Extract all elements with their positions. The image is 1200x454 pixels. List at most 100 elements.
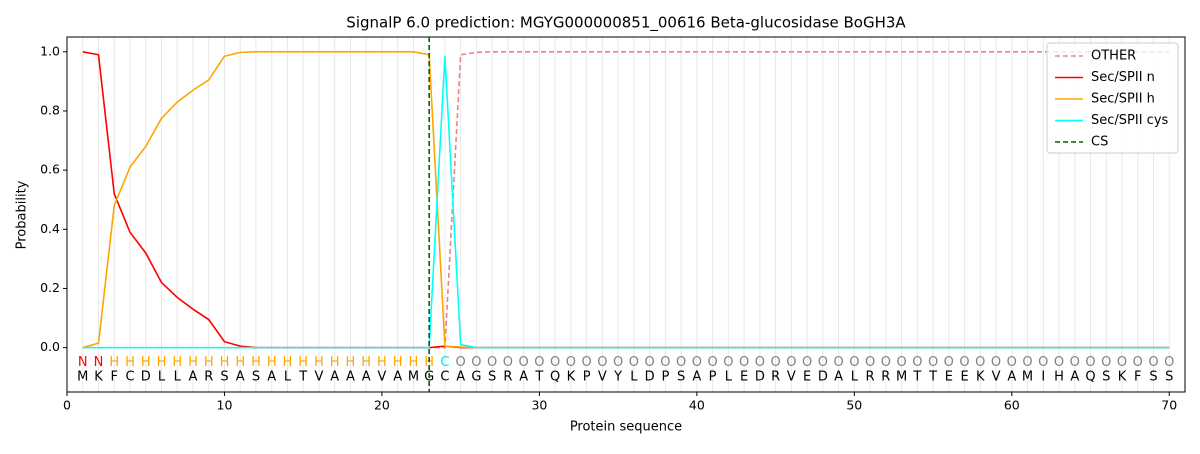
residue: V — [598, 370, 607, 385]
region-label: O — [471, 355, 481, 370]
region-label: O — [944, 355, 954, 370]
residue: S — [1165, 370, 1173, 385]
residue: S — [220, 370, 228, 385]
region-label: O — [629, 355, 639, 370]
region-label: O — [692, 355, 702, 370]
region-label: O — [660, 355, 670, 370]
region-label: H — [141, 355, 151, 370]
region-label: O — [1117, 355, 1127, 370]
legend-label: Sec/SPII n — [1091, 70, 1155, 85]
residue: A — [189, 370, 198, 385]
region-label: O — [1085, 355, 1095, 370]
residue: A — [346, 370, 355, 385]
region-label: H — [125, 355, 135, 370]
residue: L — [851, 370, 859, 385]
residue: E — [803, 370, 811, 385]
region-label: O — [991, 355, 1001, 370]
residue: M — [408, 370, 419, 385]
residue: E — [960, 370, 968, 385]
residue: R — [881, 370, 890, 385]
region-label: H — [157, 355, 167, 370]
region-label: O — [1070, 355, 1080, 370]
residue: L — [725, 370, 733, 385]
residue: V — [377, 370, 386, 385]
region-label: O — [959, 355, 969, 370]
region-label: O — [739, 355, 749, 370]
region-label: O — [1022, 355, 1032, 370]
y-tick-label: 0.2 — [40, 280, 60, 295]
region-label: O — [1101, 355, 1111, 370]
residue: L — [630, 370, 638, 385]
residue: A — [519, 370, 528, 385]
plot-frame — [66, 36, 1186, 393]
residue: K — [1118, 370, 1127, 385]
region-label: H — [251, 355, 261, 370]
region-label: H — [172, 355, 182, 370]
region-label: N — [78, 355, 88, 370]
residue: A — [393, 370, 402, 385]
region-label: O — [1148, 355, 1158, 370]
x-tick-label: 20 — [374, 398, 390, 413]
region-label: O — [912, 355, 922, 370]
residue: R — [204, 370, 213, 385]
region-label: O — [802, 355, 812, 370]
region-label: H — [361, 355, 371, 370]
series-line — [82, 51, 1170, 349]
y-tick-label: 0.8 — [40, 102, 60, 117]
region-label: O — [1164, 355, 1174, 370]
residue: P — [583, 370, 591, 385]
residue: T — [928, 370, 937, 385]
residue: A — [834, 370, 843, 385]
residue: M — [896, 370, 907, 385]
y-axis-label: Probability — [15, 180, 30, 249]
region-label: O — [645, 355, 655, 370]
region-label: O — [676, 355, 686, 370]
residue: A — [1007, 370, 1016, 385]
legend-label: CS — [1091, 135, 1108, 150]
region-label: O — [519, 355, 529, 370]
residue: Q — [550, 370, 560, 385]
region-label: O — [755, 355, 765, 370]
residue: P — [661, 370, 669, 385]
region-label: H — [330, 355, 340, 370]
region-label: H — [235, 355, 245, 370]
region-label: H — [298, 355, 308, 370]
residue: A — [362, 370, 371, 385]
residue: G — [471, 370, 481, 385]
residue: T — [534, 370, 543, 385]
region-label: H — [109, 355, 119, 370]
residue: I — [1041, 370, 1045, 385]
x-tick-label: 30 — [531, 398, 547, 413]
residue: C — [440, 370, 449, 385]
region-label: O — [456, 355, 466, 370]
residue: S — [488, 370, 496, 385]
residue: S — [252, 370, 260, 385]
residue: A — [456, 370, 465, 385]
residue: C — [125, 370, 134, 385]
region-label: O — [566, 355, 576, 370]
y-tick-label: 0.0 — [40, 339, 60, 354]
residue: L — [174, 370, 182, 385]
residue: P — [709, 370, 717, 385]
region-label: H — [393, 355, 403, 370]
x-tick-label: 0 — [63, 398, 71, 413]
residue: A — [330, 370, 339, 385]
residue: F — [110, 370, 117, 385]
legend-label: Sec/SPII cys — [1091, 113, 1169, 128]
region-label: O — [534, 355, 544, 370]
residue: H — [1054, 370, 1064, 385]
residue: K — [567, 370, 576, 385]
residue: Y — [613, 370, 622, 385]
residue: K — [94, 370, 103, 385]
residue: T — [298, 370, 307, 385]
residue: R — [771, 370, 780, 385]
residue: A — [236, 370, 245, 385]
region-label: O — [975, 355, 985, 370]
residue: R — [866, 370, 875, 385]
residue: S — [1102, 370, 1110, 385]
residue: D — [755, 370, 765, 385]
region-label: H — [377, 355, 387, 370]
residue: V — [314, 370, 323, 385]
region-label: O — [865, 355, 875, 370]
